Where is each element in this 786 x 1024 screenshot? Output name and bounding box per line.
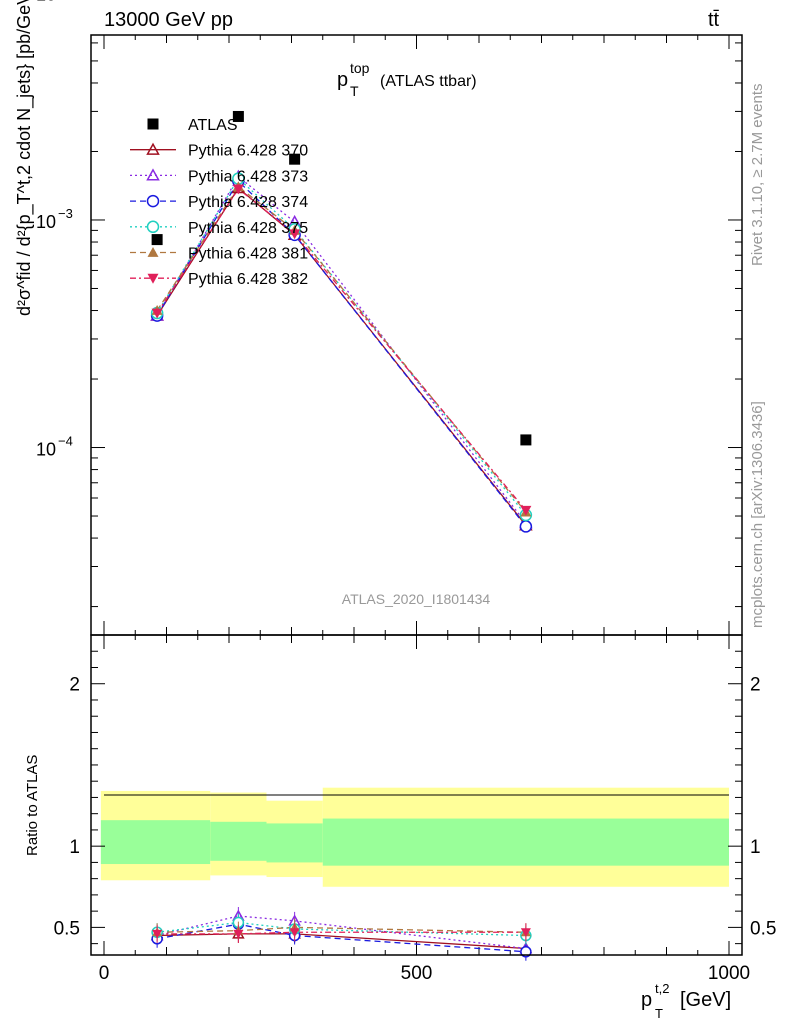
data-point [520,434,532,446]
xlabel-sub: T [655,1006,663,1021]
ratio-series-line [156,915,526,950]
legend-marker [146,220,160,234]
legend-marker [146,194,160,208]
legend-label: Pythia 6.428 373 [188,168,308,185]
data-point [232,110,244,122]
ratio-series-line [157,921,526,937]
legend-item: Pythia 6.428 382 [130,271,308,288]
main-series-markers [150,110,533,533]
inner-uncertainty-band [100,820,211,865]
xlabel-unit: [GeV] [680,989,731,1011]
x-tick-label: 0 [99,963,110,984]
analysis-id: ATLAS_2020_I1801434 [342,591,491,607]
legend-label: Pythia 6.428 374 [188,194,308,211]
legend-item: Pythia 6.428 381 [130,246,308,263]
title-main: p [337,69,348,91]
main-y-tick-label: 10 −4 [36,434,73,460]
ratio-y-label: Ratio to ATLAS [24,755,41,856]
svg-text:10: 10 [36,212,56,232]
legend-item: Pythia 6.428 373 [130,168,308,185]
series-line [156,185,527,513]
legend-marker [146,142,160,155]
ratio-y-tick-label-right: 0.5 [750,918,776,939]
rivet-label: Rivet 3.1.10, ≥ 2.7M events [749,84,766,267]
legend-label: Pythia 6.428 370 [188,143,308,160]
series-point [289,229,301,240]
plot-title: p top T (ATLAS ttbar) [337,60,477,99]
legend-item: Pythia 6.428 374 [130,194,308,211]
legend-item: Pythia 6.428 375 [130,220,308,237]
ratio-axis-ticks: 0.5 0.5 1 1 2 2 0 500 1000 [54,635,776,984]
series-line [156,187,527,511]
ratio-frame [90,634,743,956]
x-tick-label: 500 [401,963,433,984]
ratio-y-tick-label: 1 [69,837,80,858]
series-line [156,187,527,526]
legend-label: Pythia 6.428 382 [188,271,308,288]
xlabel-sup: t,2 [655,981,669,996]
x-axis-label: p t,2 T [GeV] [641,981,731,1021]
legend-marker [147,273,159,284]
ratio-series-lines [156,915,526,953]
data-point [289,153,301,165]
ratio-series-line [157,933,526,950]
legend-item: Pythia 6.428 370 [130,142,308,160]
mcplots-label: mcplots.cern.ch [arXiv:1306.3436] [749,401,766,628]
svg-text:10: 10 [36,0,56,4]
ratio-uncertainty-bands [100,787,729,887]
xlabel-main: p [641,989,652,1011]
ratio-series-point [152,929,163,939]
ratio-series-point [233,929,244,939]
ratio-series-point [289,928,300,938]
legend-label: Pythia 6.428 375 [188,220,308,237]
legend-item: ATLAS [147,117,238,134]
svg-text:−3: −3 [58,206,73,221]
title-sup: top [350,60,370,76]
series-point [520,505,532,516]
ratio-y-tick-label: 2 [69,675,80,696]
main-y-label: d²σ^fid / d²{p_T^t,2 cdot N_jets} [pb/Ge… [14,0,35,316]
ratio-y-tick-label: 0.5 [54,918,80,939]
title-rest: (ATLAS ttbar) [380,73,477,90]
main-series-lines [156,175,527,527]
legend-marker [146,168,160,181]
title-sub: T [350,83,359,99]
ratio-panel: 0.5 0.5 1 1 2 2 0 500 1000 [54,634,776,984]
main-y-tick-label: 10 −3 [36,206,73,232]
svg-text:10: 10 [36,440,56,460]
ratio-series-point [520,928,531,938]
inner-uncertainty-band [266,823,323,863]
ratio-series-line [157,931,526,935]
legend-label: Pythia 6.428 381 [188,246,308,263]
inner-uncertainty-band [210,821,267,861]
legend-marker [147,247,159,257]
ratio-y-tick-label-right: 2 [750,675,761,696]
ratio-y-tick-label-right: 1 [750,837,761,858]
series-point [151,308,163,319]
main-axis-ticks: 10−210−310−4 [36,0,742,635]
main-panel: 10−210−310−4 [36,0,743,636]
legend: ATLAS Pythia 6.428 370 Pythia 6.428 373 Pyt… [130,117,308,288]
series-point [519,520,533,533]
series-line [156,175,527,524]
inner-uncertainty-band [322,818,729,866]
x-tick-label: 1000 [708,963,750,984]
series-point [232,184,244,195]
legend-marker [147,118,159,130]
ratio-series-line [157,926,526,933]
main-y-tick-label: 10−2 [36,0,56,4]
svg-text:−4: −4 [58,434,73,449]
legend-label: ATLAS [188,117,238,134]
process-label: tt̄ [708,9,720,31]
energy-label: 13000 GeV pp [104,9,233,31]
data-point [151,234,163,246]
